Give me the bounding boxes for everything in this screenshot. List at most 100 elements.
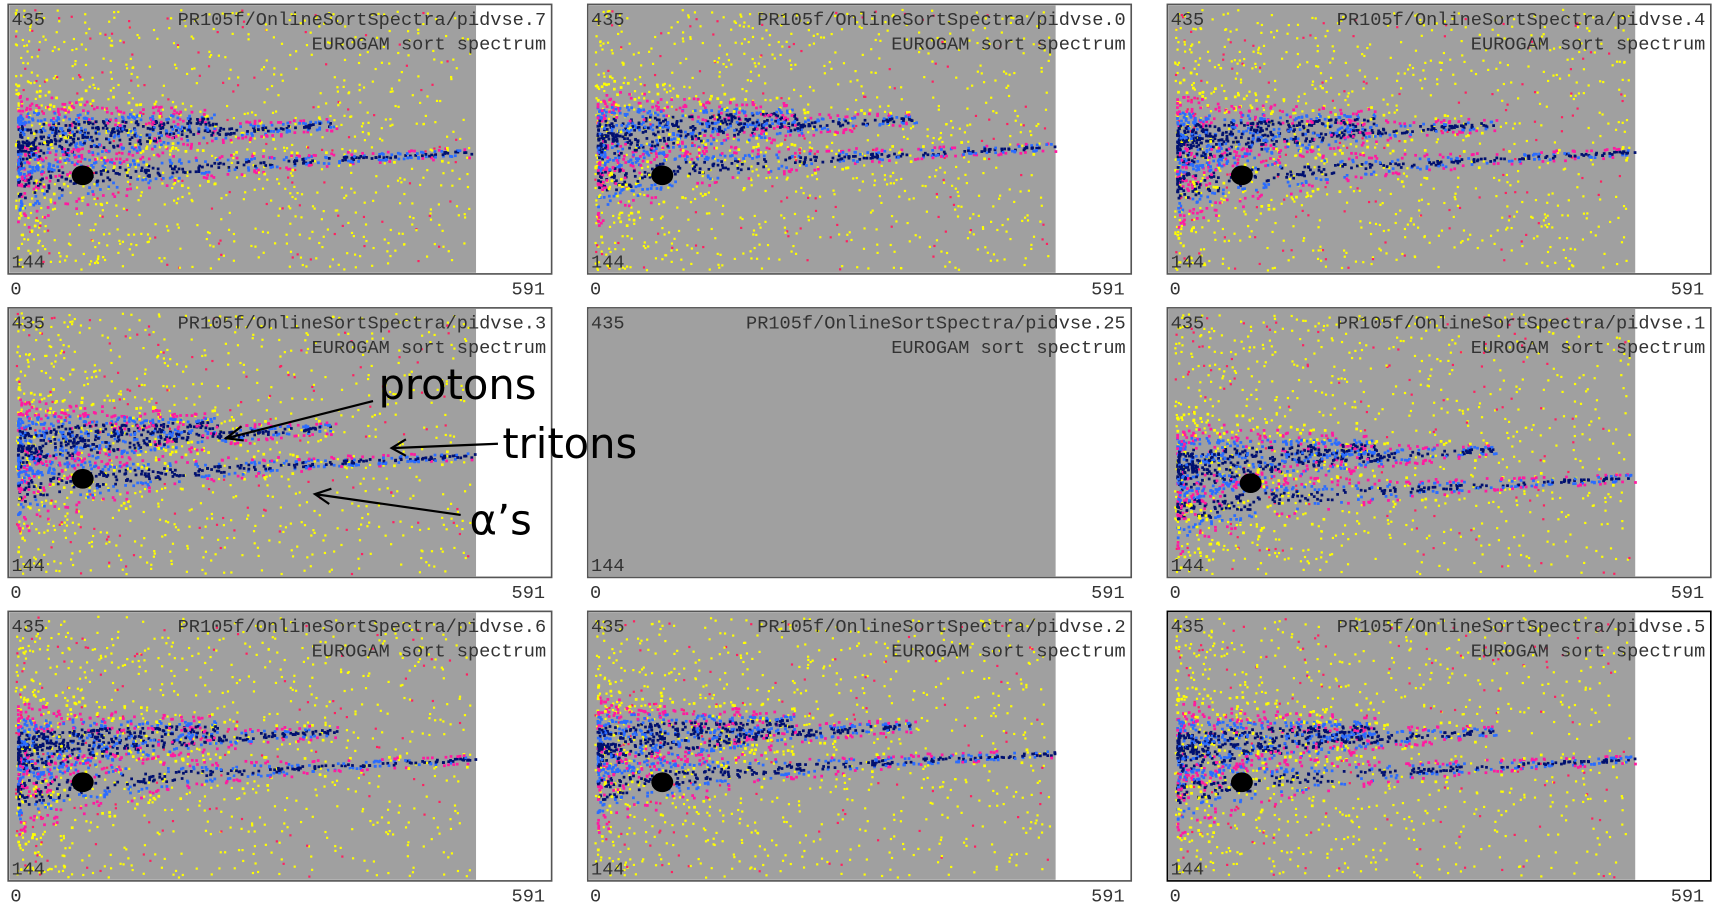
dot [1511,249,1513,251]
dot [807,103,809,105]
dot [170,107,173,110]
dot [691,144,694,147]
dot [681,110,684,113]
dot [47,230,49,232]
dot [22,39,24,41]
dot [629,43,631,45]
dot [877,134,879,136]
dot [756,258,758,260]
dot [446,147,449,150]
dot [114,134,117,137]
dot [291,169,294,172]
dot [291,144,293,146]
dot [1314,166,1316,168]
dot [102,127,105,130]
dot [620,178,623,181]
dot [31,230,34,233]
dot [245,158,248,161]
dot [257,128,260,131]
dot [237,161,240,164]
dot [682,268,684,270]
dot [33,188,36,191]
dot [33,132,36,135]
dot [135,104,138,107]
dot [730,146,733,149]
dot [1003,258,1005,260]
dot [1326,193,1328,195]
dot [721,213,723,215]
dot [359,255,361,257]
dot [28,226,31,229]
dot [234,168,237,171]
dot [148,122,151,125]
dot [172,142,175,145]
dot [994,151,997,154]
dot [793,43,795,45]
dot [244,191,246,193]
dot [178,177,181,180]
dot [1020,124,1022,126]
dot [316,192,318,194]
dot [787,235,789,237]
dot [1274,222,1276,224]
dot [189,170,192,173]
dot [803,109,806,112]
dot [1214,239,1216,241]
dot [853,127,855,129]
dot [98,132,101,135]
dot [1619,61,1621,63]
dot [324,156,327,159]
dot [180,162,183,165]
dot [787,130,790,133]
dot [796,232,798,234]
dot [922,145,925,148]
dot [809,141,811,143]
dot [1030,244,1032,246]
dot [89,121,92,124]
dot [389,118,391,120]
dot [19,115,22,118]
dot [924,185,926,187]
dot [803,150,805,152]
dot [674,180,677,183]
dot [239,122,242,125]
dot [213,162,216,165]
dot [23,167,26,170]
dot [206,174,209,177]
dot [1366,47,1368,49]
dot [678,130,681,133]
dot [778,258,780,260]
dot [166,135,169,138]
dot [1404,149,1406,151]
dot [253,130,256,133]
dot [262,231,264,233]
dot [141,191,143,193]
dot [21,176,24,179]
dot [681,142,684,145]
dot [326,129,329,132]
dot [1421,87,1423,89]
dot [615,188,618,191]
dot [36,113,39,116]
dot [717,61,719,63]
dot [45,157,48,160]
dot [758,223,760,225]
dot [65,178,68,181]
dot [939,137,941,139]
dot [259,162,262,165]
dot [98,242,100,244]
dot [1459,155,1461,157]
dot [49,104,52,107]
dot [202,118,205,121]
dot [626,129,629,132]
dot [267,232,269,234]
dot [219,127,222,130]
dot [128,20,130,22]
dot [278,129,281,132]
dot [367,112,369,114]
dot [442,246,444,248]
dot [607,42,609,44]
dot [1626,157,1628,159]
dot [119,158,122,161]
dot [102,209,104,211]
